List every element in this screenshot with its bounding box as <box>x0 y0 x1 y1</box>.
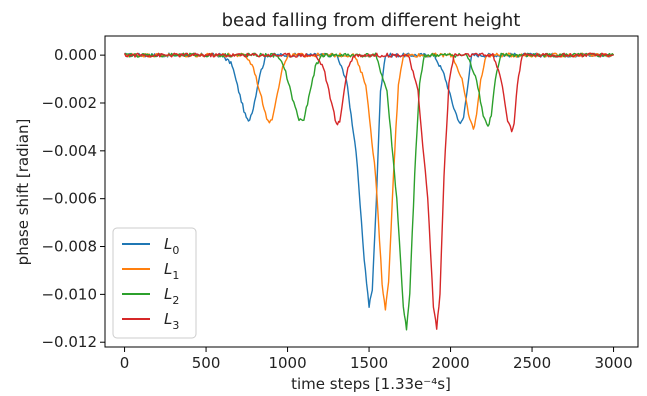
y-tick-label: −0.010 <box>41 285 97 303</box>
y-tick-label: −0.006 <box>41 190 97 208</box>
legend-label: L2 <box>164 285 179 307</box>
series-line-L3 <box>123 52 614 330</box>
x-tick-label: 0 <box>120 354 130 372</box>
x-axis-label: time steps [1.33e⁻⁴s] <box>291 375 451 393</box>
legend-label: L3 <box>164 310 179 332</box>
series-line-L2 <box>124 52 615 331</box>
y-tick-label: −0.004 <box>41 142 97 160</box>
x-tick-label: 1500 <box>350 354 388 372</box>
legend: L0 L1 L2 L3 <box>112 227 197 339</box>
chart-title: bead falling from different height <box>222 10 521 31</box>
series-line-L0 <box>124 52 614 308</box>
x-tick-label: 3000 <box>594 354 632 372</box>
legend-label: L0 <box>164 235 179 257</box>
series-line-L1 <box>123 52 615 311</box>
legend-label: L1 <box>164 260 179 282</box>
y-tick-label: −0.008 <box>41 238 97 256</box>
y-tick-label: −0.002 <box>41 94 97 112</box>
plot-frame <box>104 35 639 348</box>
x-tick-label: 2000 <box>431 354 469 372</box>
x-axis: 0 500 1000 1500 2000 2500 3000 <box>120 347 633 372</box>
y-axis: 0.000 −0.002 −0.004 −0.006 −0.008 −0.010 −0.01… <box>41 46 105 351</box>
plot-area <box>104 35 639 348</box>
y-tick-label: −0.012 <box>41 333 97 351</box>
series-layer <box>123 52 615 331</box>
y-tick-label: 0.000 <box>54 46 97 64</box>
x-tick-label: 2500 <box>513 354 551 372</box>
y-axis-label: phase shift [radian] <box>14 119 32 266</box>
x-tick-label: 500 <box>192 354 221 372</box>
x-tick-label: 1000 <box>268 354 306 372</box>
legend-frame <box>112 227 197 339</box>
